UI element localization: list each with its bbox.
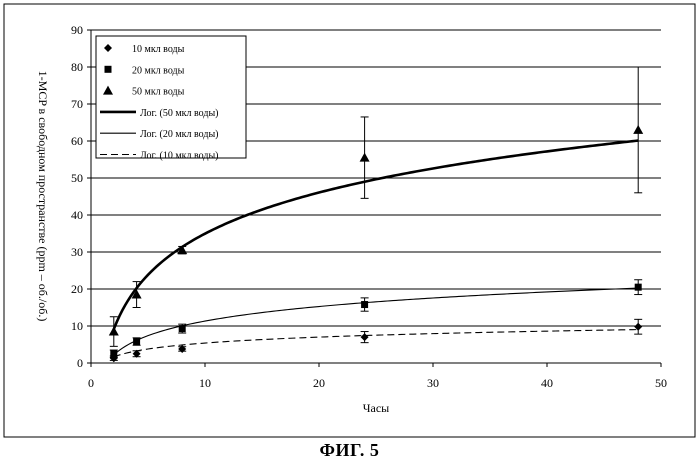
figure-caption: ФИГ. 5 <box>0 440 699 461</box>
legend-marker <box>105 66 112 73</box>
x-axis-label: Часы <box>363 401 390 415</box>
y-tick-label: 0 <box>77 356 83 370</box>
y-tick-label: 90 <box>71 23 83 37</box>
x-tick-label: 10 <box>199 376 211 390</box>
y-tick-label: 20 <box>71 282 83 296</box>
x-tick-label: 30 <box>427 376 439 390</box>
legend: 10 мкл воды 20 мкл воды 50 мкл воды Лог. (5… <box>96 36 246 162</box>
y-tick-label: 70 <box>71 97 83 111</box>
x-tick-label: 20 <box>313 376 325 390</box>
data-point-1 <box>133 338 140 345</box>
y-tick-label: 50 <box>71 171 83 185</box>
y-tick-label: 40 <box>71 208 83 222</box>
legend-label: 50 мкл воды <box>132 87 185 98</box>
legend-label: Лог. (20 мкл воды) <box>140 129 219 140</box>
data-point-1 <box>179 325 186 332</box>
y-tick-label: 80 <box>71 60 83 74</box>
legend-label: 20 мкл воды <box>132 65 185 76</box>
data-point-1 <box>110 350 117 357</box>
x-tick-label: 50 <box>655 376 667 390</box>
data-point-1 <box>635 284 642 291</box>
y-tick-label: 30 <box>71 245 83 259</box>
x-tick-label: 40 <box>541 376 553 390</box>
legend-label: Лог. (50 мкл воды) <box>140 108 219 119</box>
y-tick-label: 60 <box>71 134 83 148</box>
legend-label: Лог. (10 мкл воды) <box>140 151 219 162</box>
y-axis-label: 1-MCP в свободном пространстве (ppm – об… <box>36 71 50 322</box>
legend-label: 10 мкл воды <box>132 44 185 55</box>
x-tick-label: 0 <box>88 376 94 390</box>
y-tick-label: 10 <box>71 319 83 333</box>
data-point-1 <box>361 301 368 308</box>
